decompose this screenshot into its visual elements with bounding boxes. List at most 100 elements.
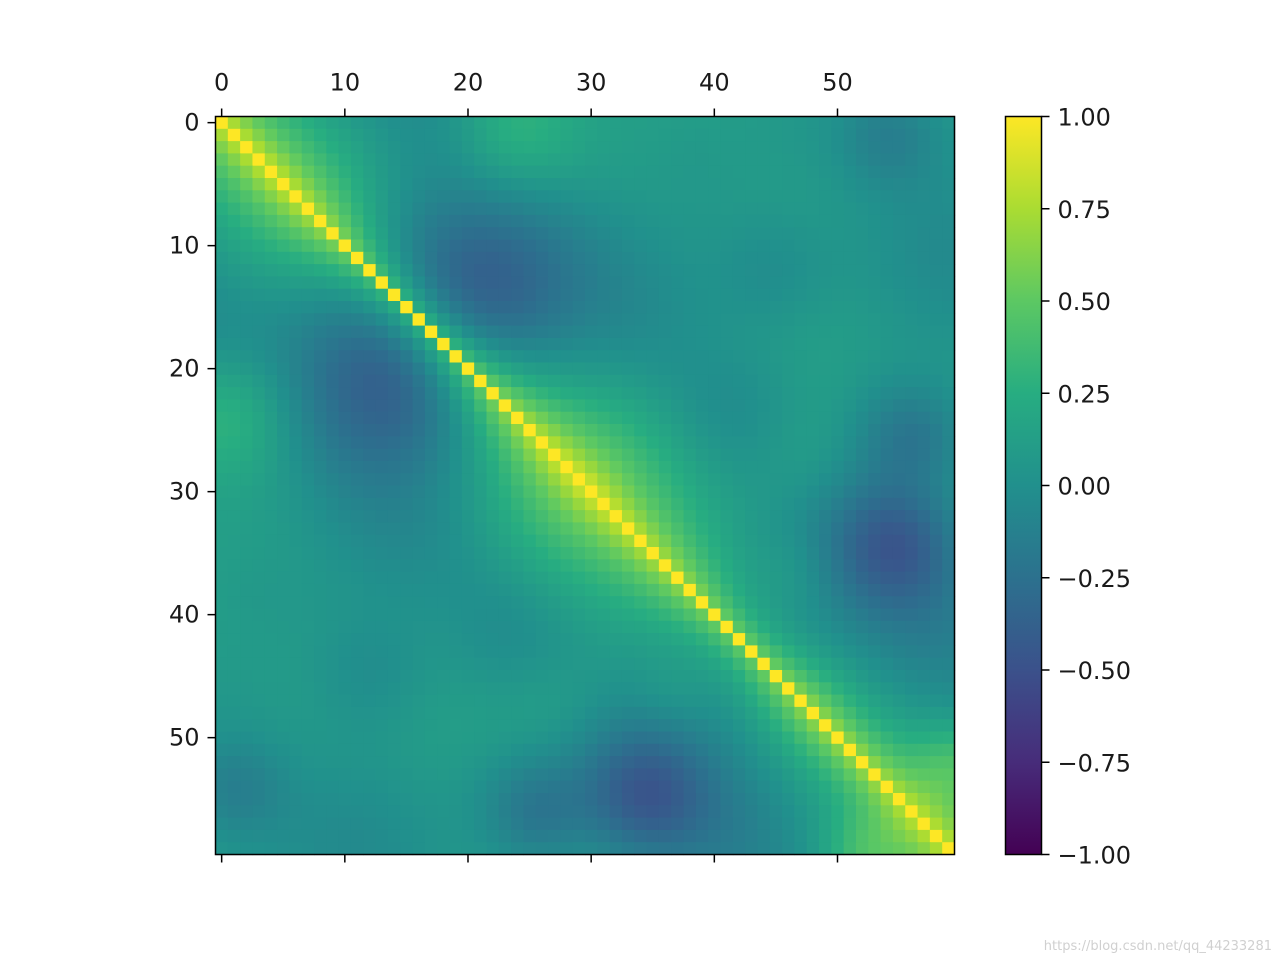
heatmap-cell xyxy=(868,239,882,253)
heatmap-cell xyxy=(905,473,919,487)
heatmap-cell xyxy=(671,485,685,499)
heatmap-cell xyxy=(868,571,882,585)
heatmap-cell xyxy=(769,190,783,204)
heatmap-cell xyxy=(671,817,685,831)
heatmap-cell xyxy=(486,645,500,659)
heatmap-cell xyxy=(449,510,463,523)
heatmap-cell xyxy=(498,128,512,142)
heatmap-cell xyxy=(868,448,882,462)
heatmap-cell xyxy=(326,559,340,573)
heatmap-cell xyxy=(646,153,660,167)
heatmap-cell xyxy=(424,313,438,327)
heatmap-cell xyxy=(646,473,660,487)
heatmap-cell xyxy=(215,657,229,671)
heatmap-cell xyxy=(683,141,697,154)
heatmap-cell xyxy=(412,534,426,548)
heatmap-cell xyxy=(683,547,697,560)
heatmap-cell xyxy=(264,768,278,782)
heatmap-cell xyxy=(363,313,377,327)
heatmap-cell xyxy=(671,374,685,388)
heatmap-cell xyxy=(646,202,660,216)
heatmap-cell xyxy=(301,842,315,856)
heatmap-cell xyxy=(769,460,783,474)
heatmap-cell xyxy=(732,583,746,597)
heatmap-cell xyxy=(264,559,278,573)
heatmap-cell xyxy=(375,473,389,487)
heatmap-cell xyxy=(548,264,561,277)
heatmap-cell xyxy=(326,190,340,204)
heatmap-cell xyxy=(597,620,611,634)
heatmap-cell xyxy=(609,510,623,523)
heatmap-cell xyxy=(757,251,771,265)
heatmap-cell xyxy=(326,374,340,388)
heatmap-cell xyxy=(523,251,537,265)
heatmap-cell xyxy=(880,374,894,388)
heatmap-cell xyxy=(375,497,389,511)
heatmap-cell xyxy=(252,411,266,425)
heatmap-cell xyxy=(338,497,352,511)
heatmap-cell xyxy=(942,264,956,277)
heatmap-cell xyxy=(449,534,463,548)
heatmap-cell xyxy=(917,596,931,610)
heatmap-cell xyxy=(905,534,919,548)
heatmap-cell xyxy=(474,239,488,253)
heatmap-cell xyxy=(301,264,315,277)
heatmap-cell xyxy=(708,460,722,474)
heatmap-cell xyxy=(905,608,919,622)
heatmap-cell xyxy=(658,337,672,351)
heatmap-cell xyxy=(868,460,882,474)
heatmap-cell xyxy=(671,214,685,228)
heatmap-cell xyxy=(720,128,734,142)
heatmap-cell xyxy=(511,756,525,769)
heatmap-cell xyxy=(658,116,672,130)
heatmap-cell xyxy=(424,337,438,351)
heatmap-cell xyxy=(708,780,722,794)
heatmap-cell xyxy=(695,153,709,167)
heatmap-cell xyxy=(843,608,857,622)
heatmap-cell xyxy=(289,411,303,425)
heatmap-cell xyxy=(572,387,586,400)
heatmap-cell xyxy=(474,116,488,130)
heatmap-cell xyxy=(535,128,549,142)
heatmap-cell xyxy=(449,657,463,671)
heatmap-cell xyxy=(745,842,759,856)
heatmap-cell xyxy=(794,153,808,167)
heatmap-cell xyxy=(474,350,488,364)
heatmap-cell xyxy=(769,350,783,364)
heatmap-cell xyxy=(240,829,254,843)
heatmap-cell xyxy=(350,424,364,437)
heatmap-cell xyxy=(942,657,956,671)
heatmap-cell xyxy=(572,362,586,376)
heatmap-cell xyxy=(264,670,278,683)
heatmap-cell xyxy=(437,583,451,597)
heatmap-cell xyxy=(461,497,475,511)
heatmap-cell xyxy=(424,719,438,733)
heatmap-cell xyxy=(215,596,229,610)
heatmap-cell xyxy=(326,313,340,327)
heatmap-cell xyxy=(375,608,389,622)
heatmap-cell xyxy=(400,571,414,585)
heatmap-cell xyxy=(240,239,254,253)
heatmap-cell xyxy=(227,387,241,400)
heatmap-cell xyxy=(782,497,795,511)
heatmap-cell xyxy=(572,202,586,216)
heatmap-cell xyxy=(437,374,451,388)
heatmap-cell xyxy=(363,547,377,560)
heatmap-cell xyxy=(708,165,722,179)
heatmap-cell xyxy=(277,497,290,511)
heatmap-cell xyxy=(412,313,426,327)
heatmap-cell xyxy=(535,350,549,364)
heatmap-cell xyxy=(708,756,722,769)
heatmap-cell xyxy=(597,128,611,142)
heatmap-cell xyxy=(449,682,463,696)
heatmap-cell xyxy=(277,178,290,191)
heatmap-cell xyxy=(535,239,549,253)
heatmap-cell xyxy=(658,301,672,314)
heatmap-cell xyxy=(387,214,401,228)
heatmap-cell xyxy=(461,731,475,745)
heatmap-cell xyxy=(511,706,525,720)
heatmap-cell xyxy=(695,251,709,265)
heatmap-cell xyxy=(560,633,574,646)
heatmap-cell xyxy=(474,522,488,536)
heatmap-cell xyxy=(646,276,660,290)
